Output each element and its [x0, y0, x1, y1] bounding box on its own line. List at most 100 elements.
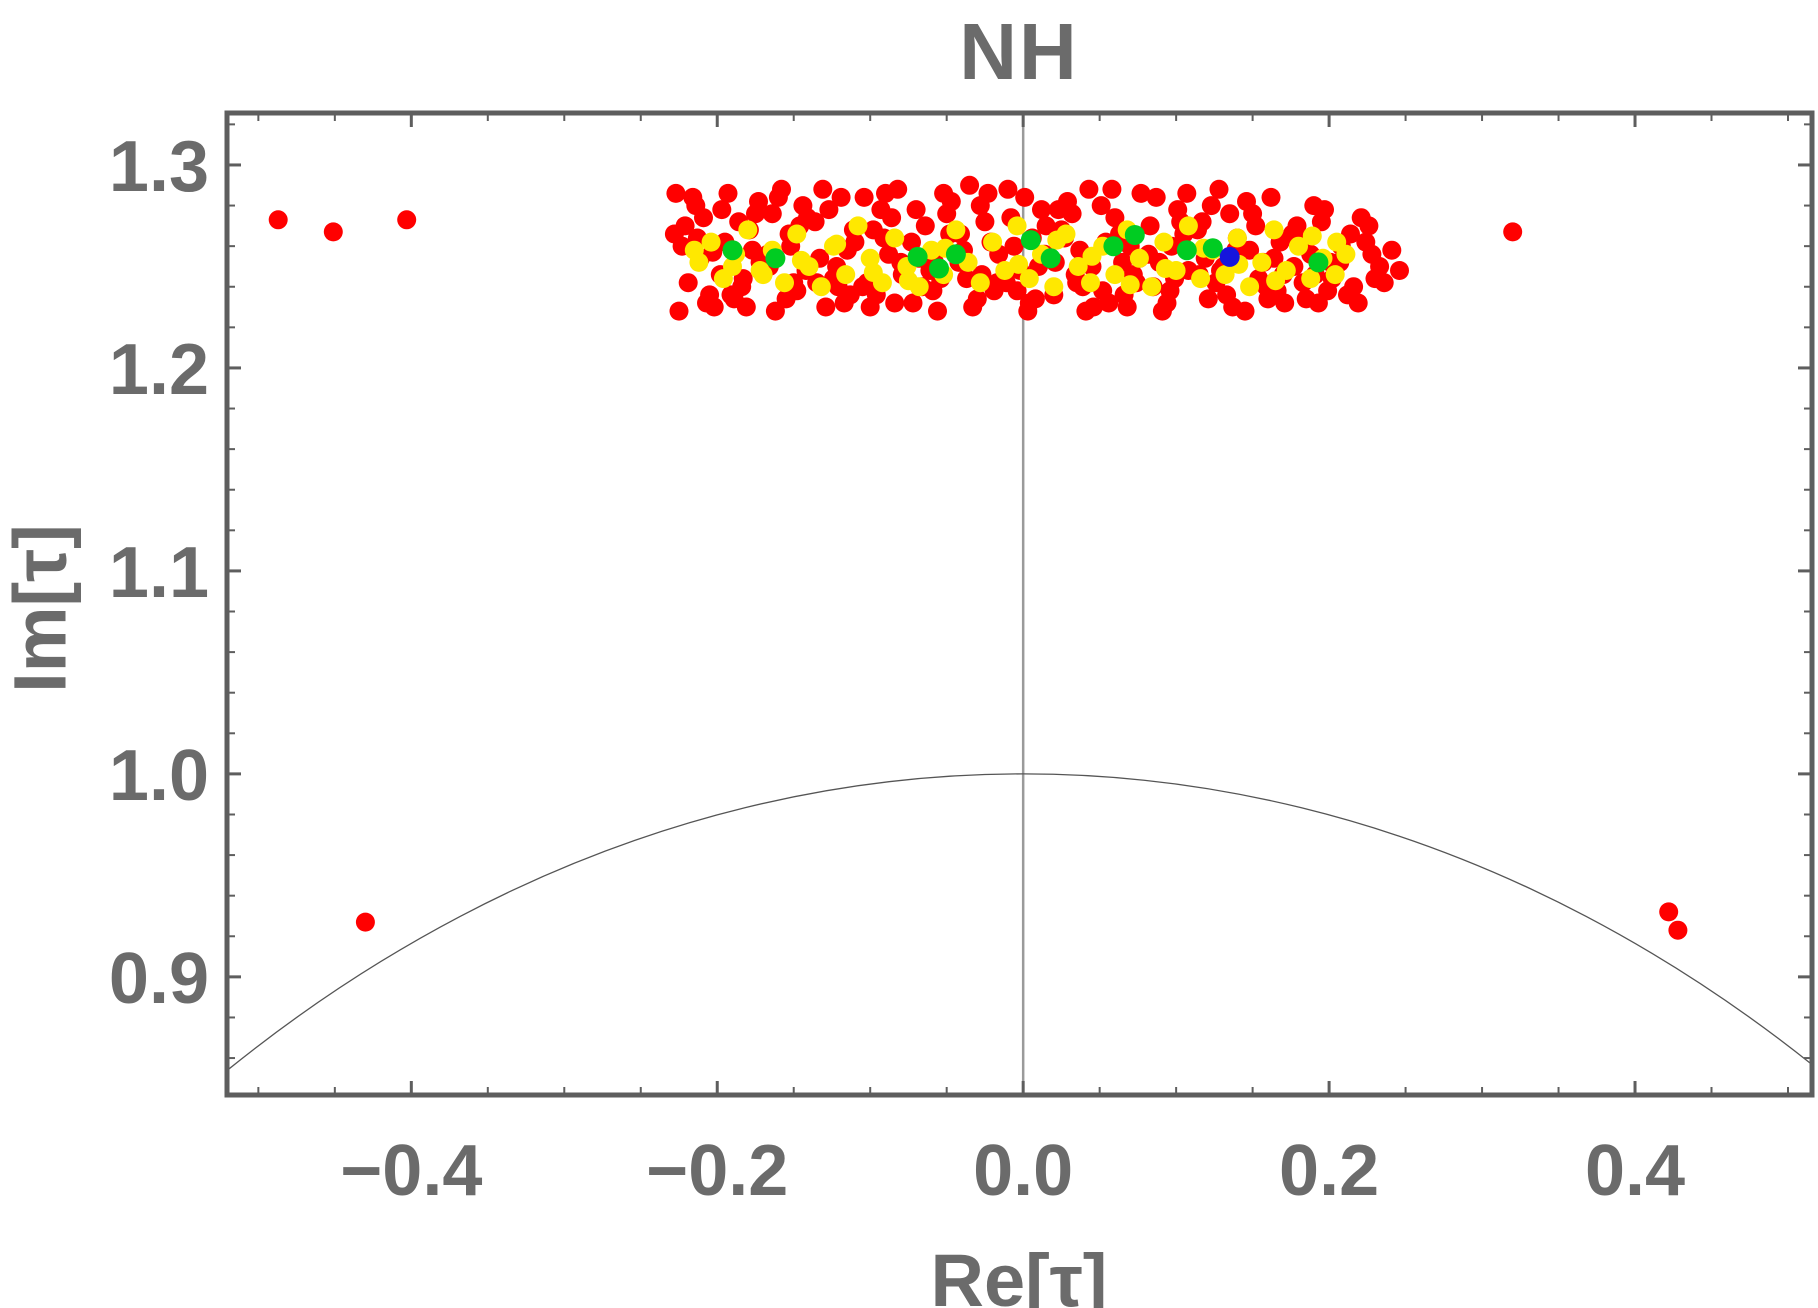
- data-point-yellow: [1082, 246, 1102, 266]
- data-point-red: [749, 192, 768, 211]
- data-point-yellow: [1266, 271, 1286, 291]
- data-point-red: [937, 204, 957, 224]
- data-point-red: [793, 196, 813, 216]
- data-point-green: [1040, 248, 1061, 269]
- data-point-red: [1105, 208, 1125, 228]
- data-point-red: [1015, 187, 1035, 207]
- x-tick-label: 0.4: [1585, 1131, 1685, 1211]
- y-tick-label: 1.3: [109, 127, 209, 207]
- data-point-green: [907, 246, 928, 267]
- data-point-red: [397, 210, 417, 230]
- data-point-green: [1103, 236, 1124, 257]
- plot-frame: [224, 110, 1815, 1098]
- data-point-red: [1036, 216, 1056, 236]
- scatter-series-yellow: [684, 216, 1356, 297]
- data-point-red: [967, 289, 987, 309]
- data-point-red: [1261, 187, 1281, 207]
- data-point-yellow: [1155, 259, 1175, 278]
- data-point-red: [816, 297, 836, 317]
- y-tick-label: 0.9: [109, 939, 209, 1019]
- data-point-red: [1007, 281, 1027, 301]
- data-point-red: [768, 187, 788, 207]
- data-point-red: [742, 240, 762, 260]
- data-point-green: [1124, 225, 1145, 245]
- data-point-red: [1019, 293, 1039, 313]
- data-point-red: [1348, 293, 1368, 313]
- data-point-yellow: [1325, 265, 1345, 285]
- data-point-yellow: [791, 250, 811, 270]
- data-point-red: [928, 301, 947, 321]
- data-point-red: [1390, 261, 1409, 280]
- data-point-green: [1202, 238, 1223, 259]
- data-point-red: [876, 183, 895, 203]
- data-point-red: [1668, 920, 1688, 940]
- data-point-red: [1382, 240, 1402, 260]
- data-point-yellow: [787, 224, 807, 244]
- data-point-yellow: [1252, 252, 1272, 272]
- data-point-red: [712, 200, 732, 220]
- data-point-green: [1308, 252, 1329, 273]
- data-point-red: [765, 301, 785, 321]
- data-point-red: [669, 301, 689, 321]
- axis-tick-labels: −0.4 −0.2 0.0 0.2 0.4 0.9 1.0 1.1 1.2 1.3: [109, 127, 1685, 1211]
- y-tick-label: 1.2: [109, 330, 209, 410]
- data-point-red: [323, 222, 343, 242]
- frame-rect: [224, 110, 1815, 1098]
- data-point-yellow: [1264, 220, 1284, 240]
- data-point-red: [721, 285, 741, 305]
- data-point-red: [678, 273, 698, 293]
- data-point-red: [1048, 200, 1068, 220]
- data-point-yellow: [1019, 269, 1039, 289]
- data-point-yellow: [1007, 216, 1027, 236]
- data-point-red: [1102, 179, 1122, 199]
- data-point-yellow: [970, 273, 990, 293]
- data-point-red: [675, 216, 695, 236]
- x-tick-label: 0.0: [973, 1131, 1073, 1211]
- data-point-red: [1362, 244, 1382, 264]
- data-point-red: [1503, 222, 1523, 242]
- data-point-yellow: [753, 265, 773, 285]
- y-tick-label: 1.0: [109, 736, 209, 816]
- data-point-yellow: [723, 257, 742, 276]
- data-point-red: [831, 187, 851, 207]
- unit-circle-arc: [227, 773, 1812, 1072]
- data-point-red: [1032, 200, 1051, 220]
- data-point-red: [998, 179, 1018, 199]
- data-point-yellow: [1178, 216, 1198, 236]
- data-point-red: [355, 912, 375, 932]
- data-point-yellow: [860, 248, 880, 268]
- data-point-yellow: [1191, 269, 1211, 289]
- data-point-yellow: [738, 220, 758, 240]
- x-tick-label: −0.4: [340, 1131, 482, 1211]
- data-point-green: [1020, 230, 1041, 251]
- axis-ticks: [227, 113, 1812, 1095]
- data-point-yellow: [1009, 254, 1029, 274]
- data-point-red: [885, 293, 905, 313]
- data-point-red: [1079, 179, 1099, 199]
- data-point-yellow: [684, 240, 704, 260]
- data-point-red: [1209, 179, 1229, 199]
- data-point-red: [1341, 224, 1360, 244]
- data-point-red: [1177, 183, 1197, 203]
- data-point-yellow: [1240, 277, 1260, 297]
- data-point-red: [1099, 293, 1119, 313]
- data-point-yellow: [1044, 277, 1064, 297]
- data-point-red: [1374, 273, 1394, 293]
- data-point-yellow: [836, 265, 856, 285]
- data-point-red: [666, 183, 686, 203]
- data-point-red: [906, 200, 926, 220]
- data-point-red: [697, 293, 716, 313]
- data-point-red: [1258, 289, 1278, 309]
- data-point-green: [722, 240, 743, 261]
- data-point-green: [945, 244, 966, 265]
- data-point-yellow: [1142, 277, 1162, 297]
- data-point-red: [863, 220, 883, 240]
- data-point-red: [934, 183, 954, 203]
- data-point-yellow: [1289, 236, 1308, 256]
- plot-annotations: [227, 113, 1812, 1095]
- data-point-red: [860, 297, 880, 317]
- data-point-red: [1240, 240, 1260, 260]
- data-point-red: [970, 196, 990, 216]
- data-point-yellow: [983, 232, 1003, 252]
